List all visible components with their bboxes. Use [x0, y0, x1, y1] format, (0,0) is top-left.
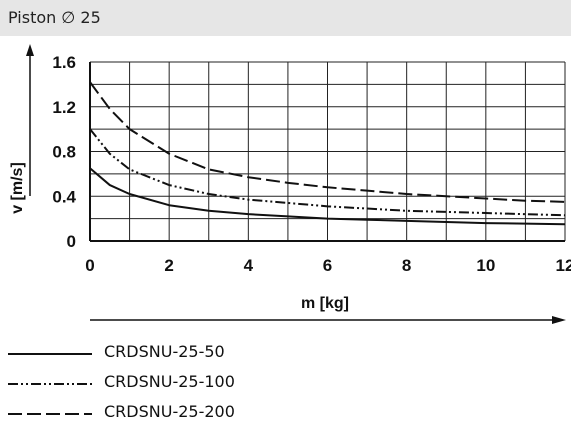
x-direction-arrow-head [552, 316, 566, 324]
legend-item-series-1: CRDSNU-25-50 [0, 337, 300, 367]
chart-canvas: 0 2 4 6 8 10 12 0 0.4 0.8 1.2 1.6 v [m/s] m [kg] [9, 44, 571, 324]
chart-header: Piston ∅ 25 [0, 0, 571, 36]
y-tick-label: 0 [67, 232, 76, 251]
y-axis-label: v [m/s] [9, 162, 26, 214]
legend-swatch-dash-dot-dot [8, 383, 92, 385]
tick-labels: 0 2 4 6 8 10 12 0 0.4 0.8 1.2 1.6 [52, 53, 571, 275]
legend-item-series-3: CRDSNU-25-200 [0, 397, 300, 427]
y-tick-label: 1.2 [52, 98, 76, 117]
axes [26, 44, 566, 324]
legend-label: CRDSNU-25-50 [104, 342, 225, 361]
series-lines [89, 81, 566, 226]
y-tick-label: 0.8 [52, 143, 76, 162]
legend-label: CRDSNU-25-100 [104, 372, 235, 391]
legend-label: CRDSNU-25-200 [104, 402, 235, 421]
x-tick-label: 8 [402, 256, 411, 275]
chart-title: Piston ∅ 25 [8, 8, 101, 27]
y-tick-label: 0.4 [52, 187, 76, 206]
y-tick-label: 1.6 [52, 53, 76, 72]
y-direction-arrow-head [26, 44, 34, 56]
x-tick-label: 12 [556, 256, 571, 275]
x-tick-label: 0 [85, 256, 94, 275]
x-tick-label: 6 [323, 256, 332, 275]
legend-item-series-2: CRDSNU-25-100 [0, 367, 300, 397]
legend-swatch-solid [8, 353, 92, 355]
x-tick-label: 2 [164, 256, 173, 275]
x-tick-label: 10 [476, 256, 495, 275]
legend-swatch-dashed [8, 413, 92, 415]
x-axis-label: m [kg] [301, 295, 349, 312]
series-line-2 [89, 128, 566, 217]
series-line-1 [89, 167, 566, 226]
x-tick-label: 4 [244, 256, 254, 275]
series-line-3 [89, 81, 566, 203]
grid [89, 61, 566, 242]
